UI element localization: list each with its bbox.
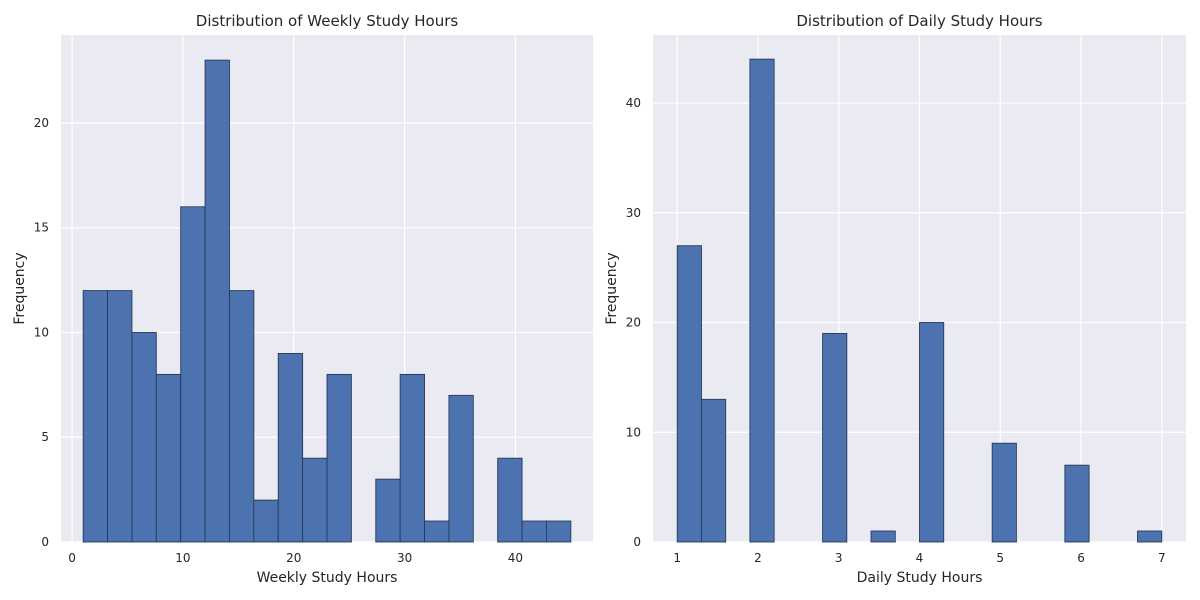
x-tick-labels: 1 2 3 4 5 6 7 [673, 551, 1165, 565]
histogram-bar [399, 373, 425, 543]
y-tick-label: 30 [626, 206, 641, 220]
histogram-bar [822, 333, 848, 543]
y-tick-label: 15 [34, 221, 49, 235]
x-tick-label: 5 [996, 551, 1004, 565]
histogram-bars [676, 58, 1163, 543]
histogram-bar [155, 373, 182, 543]
chart-title: Distribution of Weekly Study Hours [196, 12, 459, 30]
histogram-bar [497, 457, 523, 543]
histogram-bar [204, 59, 230, 543]
histogram-bar [991, 442, 1017, 543]
histogram-bar [919, 322, 945, 543]
x-tick-label: 1 [673, 551, 681, 565]
y-tick-label: 10 [34, 325, 49, 339]
x-tick-label: 3 [835, 551, 843, 565]
histogram-bar [253, 499, 279, 543]
y-tick-label: 20 [626, 316, 641, 330]
histogram-bar [749, 58, 775, 543]
histogram-bar [870, 530, 896, 543]
weekly-hours-histogram: 0 10 20 30 40 0 5 10 15 20 Distribution of Weekl… [12, 12, 593, 586]
histogram-bar [701, 398, 727, 543]
y-tick-labels: 0 10 20 30 40 [626, 96, 641, 549]
histogram-bar [131, 332, 157, 543]
y-tick-label: 40 [626, 96, 641, 110]
histogram-bar [546, 520, 572, 543]
x-tick-label: 4 [916, 551, 924, 565]
y-tick-label: 20 [34, 116, 49, 130]
x-tick-label: 30 [397, 551, 412, 565]
histogram-bar [82, 290, 108, 543]
histogram-bar [448, 394, 474, 543]
histogram-bar [676, 245, 702, 543]
y-axis-label: Frequency [12, 252, 28, 324]
x-axis-label: Weekly Study Hours [257, 570, 398, 586]
histogram-bar [229, 290, 255, 543]
x-tick-label: 10 [175, 551, 190, 565]
x-tick-labels: 0 10 20 30 40 [68, 551, 523, 565]
histogram-bar [375, 478, 401, 543]
x-tick-label: 20 [286, 551, 301, 565]
x-axis-label: Daily Study Hours [857, 570, 983, 586]
histogram-bar [424, 520, 450, 543]
x-tick-label: 2 [754, 551, 762, 565]
histogram-bar [277, 352, 304, 543]
histogram-bar [302, 457, 328, 543]
x-tick-label: 0 [68, 551, 76, 565]
histogram-bar [107, 290, 133, 543]
histogram-bars [82, 59, 572, 543]
x-tick-label: 7 [1158, 551, 1166, 565]
histogram-bar [180, 206, 206, 543]
histogram-bar [326, 373, 352, 543]
y-tick-label: 5 [41, 430, 49, 444]
y-tick-label: 0 [633, 535, 641, 549]
chart-title: Distribution of Daily Study Hours [796, 12, 1042, 30]
y-tick-label: 10 [626, 425, 641, 439]
y-tick-labels: 0 5 10 15 20 [34, 116, 49, 549]
histogram-bar [521, 520, 547, 543]
histogram-bar [1064, 464, 1090, 543]
y-tick-label: 0 [41, 535, 49, 549]
daily-hours-histogram: 1 2 3 4 5 6 7 0 10 20 30 40 Distribution of Daily … [604, 12, 1186, 586]
x-tick-label: 6 [1077, 551, 1085, 565]
y-axis-label: Frequency [604, 252, 620, 324]
x-tick-label: 40 [508, 551, 523, 565]
histogram-bar [1137, 530, 1163, 543]
